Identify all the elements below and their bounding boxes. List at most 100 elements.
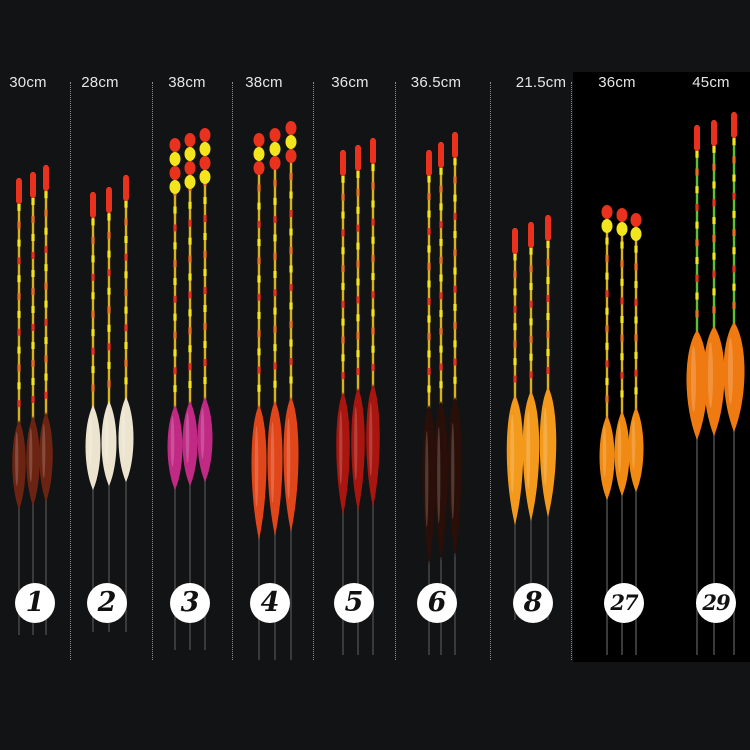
float-body xyxy=(118,397,134,482)
divider xyxy=(232,82,233,660)
float-body xyxy=(351,388,365,511)
float-body xyxy=(703,326,725,436)
body-highlight xyxy=(727,338,734,404)
float-tip xyxy=(106,187,112,213)
body-highlight xyxy=(354,406,358,481)
number-badge-4: 4 xyxy=(250,583,290,623)
bead-tip xyxy=(269,142,281,156)
float-tip xyxy=(512,228,518,254)
float-body xyxy=(182,401,198,486)
float-tip xyxy=(16,178,22,204)
bead-tip xyxy=(616,222,628,236)
number-badge-6: 6 xyxy=(417,583,457,623)
body-highlight xyxy=(707,342,714,408)
bead-tip xyxy=(184,175,196,189)
body-highlight xyxy=(690,346,697,412)
float-tip xyxy=(711,120,717,146)
float-tip xyxy=(426,150,432,176)
body-highlight xyxy=(510,415,515,493)
number-badge-29: 29 xyxy=(696,583,736,623)
divider xyxy=(395,82,396,660)
body-highlight xyxy=(15,432,19,486)
float-body xyxy=(101,401,117,486)
body-highlight xyxy=(200,408,205,459)
body-highlight xyxy=(185,412,190,463)
body-highlight xyxy=(369,402,373,477)
length-label-4: 38cm xyxy=(245,74,283,91)
bead-tip xyxy=(199,128,211,142)
body-highlight xyxy=(170,416,175,467)
float-body xyxy=(434,401,448,561)
float-body xyxy=(39,412,53,502)
float-tip xyxy=(452,132,458,158)
bead-tip xyxy=(269,128,281,142)
body-highlight xyxy=(339,410,343,485)
bead-tip xyxy=(285,149,297,163)
body-highlight xyxy=(451,423,455,519)
divider xyxy=(70,82,71,660)
bead-tip xyxy=(285,135,297,149)
bead-tip xyxy=(630,227,642,241)
length-label-6: 36.5cm xyxy=(410,74,462,91)
number-badge-2: 2 xyxy=(87,583,127,623)
bead-tip xyxy=(184,133,196,147)
float-body xyxy=(12,420,26,510)
number-badge-3: 3 xyxy=(170,583,210,623)
number-badge-5: 5 xyxy=(334,583,374,623)
float-body xyxy=(723,322,745,432)
bead-tip xyxy=(253,133,265,147)
number-badge-27: 27 xyxy=(604,583,644,623)
bead-tip xyxy=(169,166,181,180)
bead-tip xyxy=(169,180,181,194)
float-tip xyxy=(30,172,36,198)
bead-tip xyxy=(601,219,613,233)
length-label-3: 38cm xyxy=(168,74,206,91)
number-badge-1: 1 xyxy=(15,583,55,623)
body-highlight xyxy=(631,418,636,469)
float-body xyxy=(283,397,299,532)
float-tip xyxy=(545,215,551,241)
body-highlight xyxy=(617,422,622,473)
float-tip xyxy=(90,192,96,218)
length-label-27: 36cm xyxy=(598,74,636,91)
bead-tip xyxy=(285,121,297,135)
float-body xyxy=(197,397,213,482)
float-body xyxy=(686,330,708,440)
float-body xyxy=(366,384,380,507)
number-badge-8: 8 xyxy=(513,583,553,623)
bead-tip xyxy=(269,156,281,170)
body-highlight xyxy=(42,424,46,478)
body-highlight xyxy=(286,418,291,499)
bead-tip xyxy=(199,156,211,170)
bead-tip xyxy=(199,170,211,184)
bead-tip xyxy=(253,147,265,161)
body-highlight xyxy=(437,427,441,523)
length-label-2: 28cm xyxy=(81,74,119,91)
float-tip xyxy=(355,145,361,171)
float-body xyxy=(628,407,644,492)
float-body xyxy=(539,387,557,517)
body-highlight xyxy=(602,426,607,477)
body-highlight xyxy=(29,428,33,482)
divider xyxy=(313,82,314,660)
float-tip xyxy=(340,150,346,176)
float-tip xyxy=(731,112,737,138)
float-body xyxy=(26,416,40,506)
float-body xyxy=(422,405,436,565)
divider xyxy=(571,82,572,660)
body-highlight xyxy=(88,416,93,467)
float-tip xyxy=(528,222,534,248)
float-body xyxy=(85,405,101,490)
bead-tip xyxy=(169,138,181,152)
float-body xyxy=(267,401,283,536)
float-body xyxy=(336,392,350,515)
body-highlight xyxy=(254,426,259,507)
float-body xyxy=(167,405,183,490)
body-highlight xyxy=(104,412,109,463)
float-tip xyxy=(694,125,700,151)
float-body xyxy=(522,391,540,521)
bead-tip xyxy=(253,161,265,175)
bead-tip xyxy=(616,208,628,222)
body-highlight xyxy=(121,408,126,459)
